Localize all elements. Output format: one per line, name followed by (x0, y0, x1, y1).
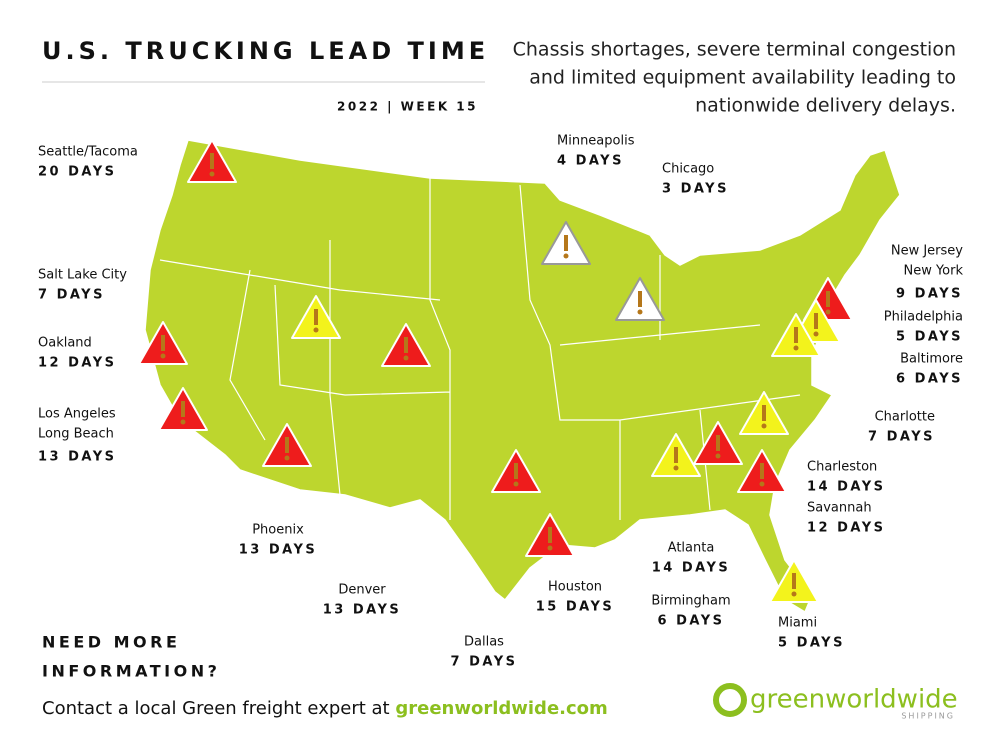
alert-dot (759, 481, 765, 487)
alert-dot (673, 465, 679, 471)
lead-time: 6 DAYS (896, 372, 963, 387)
lead-time: 14 DAYS (652, 561, 731, 576)
alert-bang (285, 437, 289, 453)
city-name: Chicago (662, 162, 714, 177)
city-name: Charleston (807, 460, 877, 475)
lead-time: 5 DAYS (778, 636, 845, 651)
city-name: Savannah (807, 501, 872, 516)
link[interactable]: greenworldwide.com (395, 698, 607, 719)
alert-bang (314, 309, 318, 325)
city-name: Long Beach (38, 427, 114, 442)
alert-dot (825, 309, 831, 315)
alert-dot (160, 353, 166, 359)
alert-bang (181, 401, 185, 417)
us-map (144, 139, 901, 614)
city-name: Houston (548, 580, 602, 595)
lead-time: 13 DAYS (38, 450, 117, 465)
alert-icons (138, 139, 853, 603)
lead-time: 7 DAYS (451, 655, 518, 670)
city-name: Birmingham (651, 594, 730, 609)
city-name: Baltimore (900, 352, 963, 367)
alert-bang (564, 235, 568, 251)
alert-bang (760, 463, 764, 479)
alert-dot (791, 591, 797, 597)
alert-dot (563, 253, 569, 259)
city-name: Miami (778, 616, 817, 631)
city-name: Atlanta (668, 541, 715, 556)
alert-bang (404, 337, 408, 353)
alert-dot (715, 453, 721, 459)
description: Chassis shortages, severe terminal conge… (513, 39, 956, 61)
alert-dot (637, 309, 643, 315)
lead-time: 5 DAYS (896, 330, 963, 345)
city-name: Philadelphia (884, 310, 963, 325)
alert-dot (793, 345, 799, 351)
alert-dot (761, 423, 767, 429)
lead-time: 9 DAYS (896, 287, 963, 302)
alert-bang (762, 405, 766, 421)
lead-time: 3 DAYS (662, 182, 729, 197)
city-name: Oakland (38, 336, 92, 351)
contact: Contact a local Green freight expert at … (42, 698, 608, 719)
city-name: Salt Lake City (38, 268, 127, 283)
city-labels: Seattle/Tacoma 20 DAYS Salt Lake City 7 DAY… (38, 134, 963, 670)
lead-time: 12 DAYS (38, 356, 117, 371)
city-name: New Jersey (891, 244, 963, 259)
description: nationwide delivery delays. (695, 95, 956, 117)
alert-dot (209, 171, 215, 177)
alert-bang (638, 291, 642, 307)
lead-time: 6 DAYS (658, 614, 725, 629)
city-name: Dallas (464, 635, 504, 650)
alert-bang (161, 335, 165, 351)
city-name: Charlotte (875, 410, 935, 425)
alert-dot (813, 331, 819, 337)
week: 2022 | WEEK 15 (337, 100, 478, 114)
city-name: Minneapolis (557, 134, 635, 149)
alert-bang (794, 327, 798, 343)
alert-bang (514, 463, 518, 479)
city-name: New York (903, 264, 963, 279)
lead-time: 20 DAYS (38, 165, 117, 180)
logo-sub: SHIPPING (901, 712, 955, 721)
alert-dot (180, 419, 186, 425)
alert-dot (513, 481, 519, 487)
alert-dot (313, 327, 319, 333)
lead-time: 7 DAYS (38, 288, 105, 303)
city-name: Phoenix (252, 523, 304, 538)
city-name: Denver (338, 583, 386, 598)
alert-bang (826, 291, 830, 307)
logo: greenworldwide (750, 685, 958, 715)
alert-bang (792, 573, 796, 589)
cta: INFORMATION? (42, 662, 220, 681)
lead-time: 4 DAYS (557, 154, 624, 169)
lead-time: 14 DAYS (807, 480, 886, 495)
contact-text: Contact a local Green freight expert at (42, 698, 395, 719)
alert-bang (716, 435, 720, 451)
logo-mark (713, 683, 747, 717)
alert-dot (284, 455, 290, 461)
lead-time: 12 DAYS (807, 521, 886, 536)
city-name: Los Angeles (38, 407, 116, 422)
alert-bang (210, 153, 214, 169)
lead-time: 13 DAYS (239, 543, 318, 558)
alert-bang (548, 527, 552, 543)
city-name: Seattle/Tacoma (38, 145, 138, 160)
description: and limited equipment availability leadi… (529, 67, 956, 89)
alert-dot (547, 545, 553, 551)
title: U.S. TRUCKING LEAD TIME (42, 37, 489, 65)
lead-time: 15 DAYS (536, 600, 615, 615)
alert-bang (674, 447, 678, 463)
cta: NEED MORE (42, 633, 180, 652)
lead-time: 7 DAYS (868, 430, 935, 445)
alert-bang (814, 313, 818, 329)
alert-dot (403, 355, 409, 361)
lead-time: 13 DAYS (323, 603, 402, 618)
